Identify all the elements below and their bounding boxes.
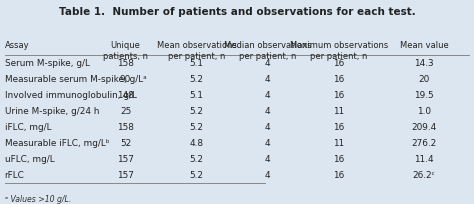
Text: Measurable iFLC, mg/Lᵇ: Measurable iFLC, mg/Lᵇ xyxy=(5,139,109,148)
Text: 276.2: 276.2 xyxy=(411,139,437,148)
Text: 4: 4 xyxy=(265,107,271,116)
Text: 11: 11 xyxy=(333,107,345,116)
Text: 4: 4 xyxy=(265,123,271,132)
Text: 16: 16 xyxy=(333,75,345,84)
Text: 16: 16 xyxy=(333,171,345,180)
Text: 16: 16 xyxy=(333,91,345,100)
Text: 4: 4 xyxy=(265,59,271,68)
Text: 4: 4 xyxy=(265,75,271,84)
Text: Median observations
per patient, n: Median observations per patient, n xyxy=(224,41,311,61)
Text: 5.2: 5.2 xyxy=(190,107,204,116)
Text: 26.2ᶜ: 26.2ᶜ xyxy=(413,171,436,180)
Text: Mean observations
per patient, n: Mean observations per patient, n xyxy=(157,41,237,61)
Text: 209.4: 209.4 xyxy=(411,123,437,132)
Text: 19.5: 19.5 xyxy=(414,91,434,100)
Text: Serum M-spike, g/L: Serum M-spike, g/L xyxy=(5,59,90,68)
Text: 16: 16 xyxy=(333,59,345,68)
Text: 5.2: 5.2 xyxy=(190,155,204,164)
Text: 11.4: 11.4 xyxy=(414,155,434,164)
Text: Table 1.  Number of patients and observations for each test.: Table 1. Number of patients and observat… xyxy=(59,7,415,17)
Text: 5.2: 5.2 xyxy=(190,171,204,180)
Text: 157: 157 xyxy=(117,155,134,164)
Text: Mean value: Mean value xyxy=(400,41,448,50)
Text: 4: 4 xyxy=(265,139,271,148)
Text: Urine M-spike, g/24 h: Urine M-spike, g/24 h xyxy=(5,107,99,116)
Text: 52: 52 xyxy=(120,139,131,148)
Text: 90: 90 xyxy=(120,75,131,84)
Text: Assay: Assay xyxy=(5,41,29,50)
Text: 5.1: 5.1 xyxy=(190,59,204,68)
Text: 4.8: 4.8 xyxy=(190,139,204,148)
Text: 11: 11 xyxy=(333,139,345,148)
Text: Involved immunoglobulin, g/L: Involved immunoglobulin, g/L xyxy=(5,91,137,100)
Text: 20: 20 xyxy=(419,75,430,84)
Text: 16: 16 xyxy=(333,123,345,132)
Text: 5.2: 5.2 xyxy=(190,123,204,132)
Text: 4: 4 xyxy=(265,91,271,100)
Text: Maximum observations
per patient, n: Maximum observations per patient, n xyxy=(290,41,388,61)
Text: rFLC: rFLC xyxy=(5,171,25,180)
Text: 158: 158 xyxy=(117,123,134,132)
Text: 1.0: 1.0 xyxy=(417,107,431,116)
Text: iFLC, mg/L: iFLC, mg/L xyxy=(5,123,51,132)
Text: Unique
patients, n: Unique patients, n xyxy=(103,41,148,61)
Text: 4: 4 xyxy=(265,155,271,164)
Text: 4: 4 xyxy=(265,171,271,180)
Text: 158: 158 xyxy=(117,59,134,68)
Text: 5.1: 5.1 xyxy=(190,91,204,100)
Text: 16: 16 xyxy=(333,155,345,164)
Text: ᵃ Values >10 g/L.: ᵃ Values >10 g/L. xyxy=(5,194,71,203)
Text: 157: 157 xyxy=(117,171,134,180)
Text: 14.3: 14.3 xyxy=(414,59,434,68)
Text: 25: 25 xyxy=(120,107,131,116)
Text: 5.2: 5.2 xyxy=(190,75,204,84)
Text: uFLC, mg/L: uFLC, mg/L xyxy=(5,155,55,164)
Text: 148: 148 xyxy=(117,91,134,100)
Text: Measurable serum M-spike, g/Lᵃ: Measurable serum M-spike, g/Lᵃ xyxy=(5,75,146,84)
